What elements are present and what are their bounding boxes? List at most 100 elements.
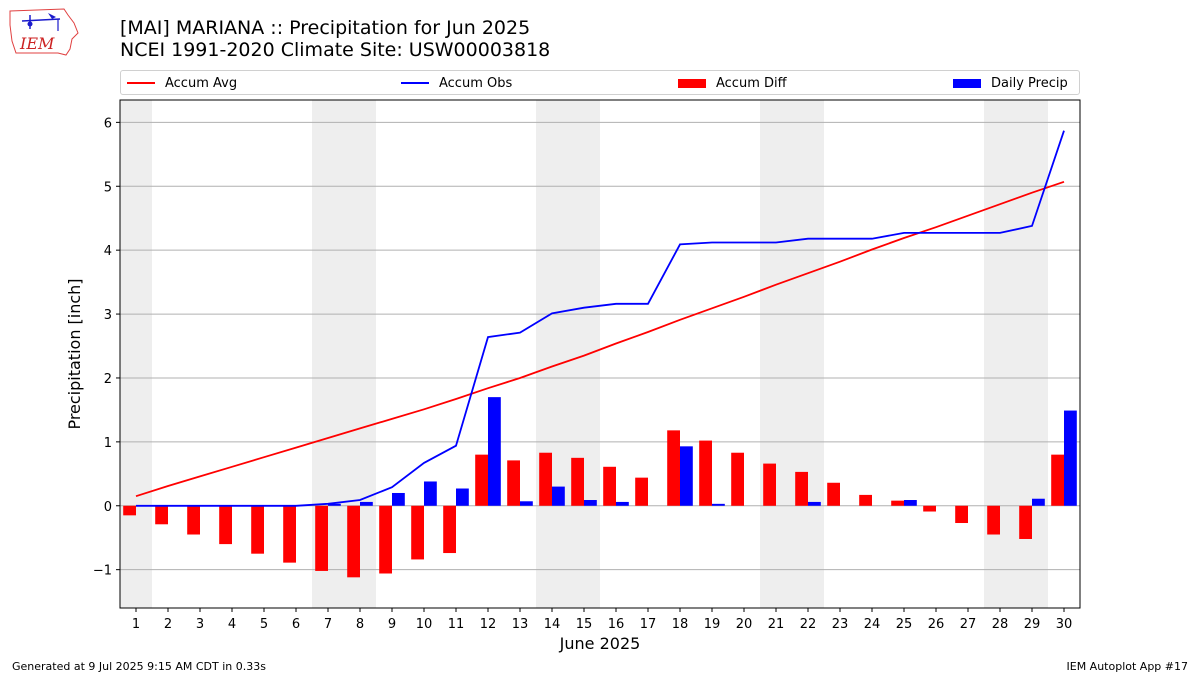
bar-accum-diff	[507, 460, 520, 506]
bar-accum-diff	[123, 505, 136, 516]
legend-swatch-accum-obs	[401, 82, 429, 84]
x-axis-label: June 2025	[559, 634, 641, 653]
x-tick-label: 13	[512, 617, 529, 632]
legend-label-accum-diff: Accum Diff	[716, 75, 787, 91]
x-tick-label: 16	[608, 617, 625, 632]
bar-daily-precip	[520, 501, 533, 506]
bar-daily-precip	[360, 501, 373, 506]
x-tick-label: 24	[864, 617, 881, 632]
y-tick-label: 1	[104, 436, 112, 451]
bar-accum-diff	[795, 471, 808, 506]
y-tick-label: 2	[104, 372, 112, 387]
y-tick-label: 4	[104, 244, 112, 259]
x-tick-label: 3	[196, 617, 204, 632]
bar-accum-diff	[1019, 505, 1032, 539]
y-tick-label: 0	[104, 500, 112, 515]
bar-accum-diff	[443, 505, 456, 554]
bar-accum-diff	[987, 505, 1000, 535]
bar-accum-diff	[251, 505, 264, 554]
x-tick-label: 6	[292, 617, 300, 632]
bar-accum-diff	[923, 505, 936, 512]
x-tick-label: 11	[448, 617, 465, 632]
bar-accum-diff	[539, 452, 552, 506]
x-tick-label: 2	[164, 617, 172, 632]
bar-accum-diff	[155, 505, 168, 525]
weekend-band	[120, 100, 152, 608]
weekend-band	[536, 100, 568, 608]
bar-accum-diff	[219, 505, 232, 545]
y-axis-label: Precipitation [inch]	[65, 278, 84, 429]
weekend-band	[760, 100, 792, 608]
bar-daily-precip	[328, 503, 341, 506]
bar-daily-precip	[904, 500, 917, 506]
bar-accum-diff	[1051, 454, 1064, 506]
bar-accum-diff	[635, 477, 648, 506]
bar-accum-diff	[955, 505, 968, 524]
x-tick-label: 18	[672, 617, 689, 632]
legend-label-accum-obs: Accum Obs	[439, 75, 513, 91]
bars	[123, 397, 1077, 578]
x-tick-label: 15	[576, 617, 593, 632]
legend-item-daily-precip: Daily Precip	[953, 74, 1068, 92]
x-tick-label: 26	[928, 617, 945, 632]
bar-accum-diff	[315, 505, 328, 571]
bar-accum-diff	[379, 505, 392, 574]
x-tick-label: 7	[324, 617, 332, 632]
bar-daily-precip	[1032, 498, 1045, 506]
bar-accum-diff	[283, 505, 296, 563]
line-accum-avg	[135, 180, 1065, 498]
legend-item-accum-avg: Accum Avg	[127, 74, 237, 92]
plot-frame	[119, 99, 1081, 609]
bar-daily-precip	[712, 503, 725, 506]
x-tick-label: 9	[388, 617, 396, 632]
x-tick-label: 5	[260, 617, 268, 632]
x-tick-label: 8	[356, 617, 364, 632]
y-tick-label: −1	[93, 564, 112, 579]
legend-label-accum-avg: Accum Avg	[165, 75, 238, 91]
bar-accum-diff	[891, 500, 904, 506]
x-tick-label: 23	[832, 617, 849, 632]
x-tick-label: 10	[416, 617, 433, 632]
y-tick-label: 6	[104, 116, 112, 131]
legend-swatch-daily-precip	[953, 78, 981, 88]
weekend-band	[568, 100, 600, 608]
x-tick-label: 28	[992, 617, 1009, 632]
bar-accum-diff	[731, 452, 744, 506]
x-tick-label: 30	[1056, 617, 1073, 632]
footer-generated: Generated at 9 Jul 2025 9:15 AM CDT in 0…	[12, 660, 266, 673]
bar-accum-diff	[347, 505, 360, 578]
weekend-band	[792, 100, 824, 608]
chart-subtitle: NCEI 1991-2020 Climate Site: USW00003818	[120, 39, 551, 61]
x-tick-label: 14	[544, 617, 561, 632]
bar-daily-precip	[808, 501, 821, 506]
bar-daily-precip	[616, 501, 629, 506]
series-lines	[135, 130, 1065, 507]
x-tick-label: 25	[896, 617, 913, 632]
logo-text: IEM	[19, 34, 55, 53]
bar-daily-precip	[1064, 410, 1077, 506]
bar-daily-precip	[424, 481, 437, 506]
y-tick-label: 5	[104, 180, 112, 195]
x-tick-label: 1	[132, 617, 140, 632]
bar-accum-diff	[763, 463, 776, 506]
bar-accum-diff	[187, 505, 200, 535]
x-tick-label: 19	[704, 617, 721, 632]
x-tick-label: 22	[800, 617, 817, 632]
bar-accum-diff	[699, 440, 712, 506]
bar-daily-precip	[488, 397, 501, 506]
iem-logo: IEM	[9, 8, 79, 56]
bar-accum-diff	[411, 505, 424, 560]
bar-accum-diff	[603, 466, 616, 506]
x-tick-label: 27	[960, 617, 977, 632]
bar-daily-precip	[584, 500, 597, 506]
bar-accum-diff	[827, 482, 840, 506]
bar-daily-precip	[680, 446, 693, 506]
x-tick-label: 29	[1024, 617, 1041, 632]
x-tick-label: 21	[768, 617, 785, 632]
x-tick-label: 17	[640, 617, 657, 632]
y-tick-label: 3	[104, 308, 112, 323]
bar-accum-diff	[571, 457, 584, 506]
legend-label-daily-precip: Daily Precip	[991, 75, 1068, 91]
